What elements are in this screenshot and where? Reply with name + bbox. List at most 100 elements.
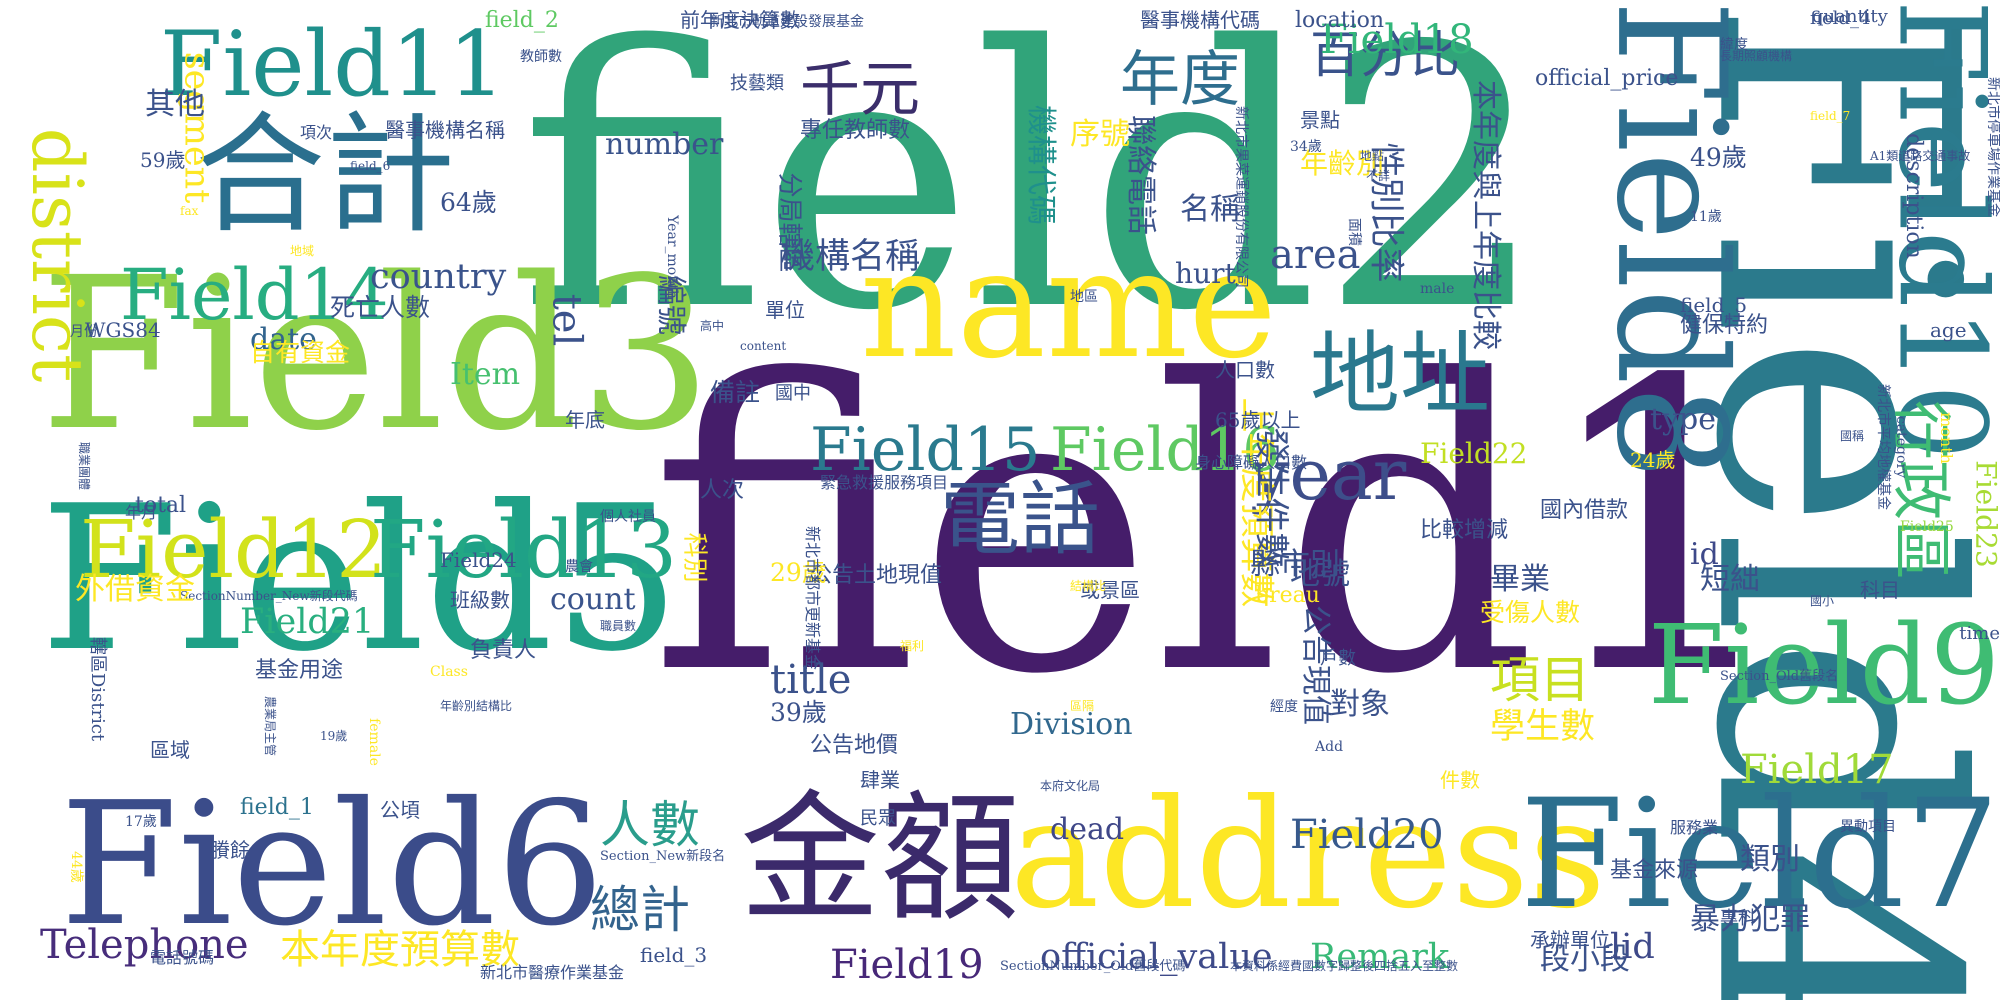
word-sectionnumber-new-85: SectionNumber_New新段代碼 [180,589,358,603]
word-cjk-109: 公告地價 [810,733,899,758]
word-cjk-95: 前年度決算數 [680,8,800,32]
word-location-61: location [1295,8,1385,33]
word-date-49: date [250,322,317,357]
word-cjk-125: 年底 [565,408,605,432]
word-field18-34: Field18 [1320,17,1474,63]
word-65-128: 65歲以上 [1215,408,1301,432]
word-cjk-124: 年齡別 [1300,147,1385,180]
word-sectionnumber-old-86: SectionNumber_Old舊段代碼 [1000,959,1186,974]
word-cjk-164: 身心障礙人口數 [1195,453,1308,472]
word-cjk-197: 職業團體 [77,441,92,491]
word-cjk-100: 死亡人數 [330,293,431,322]
word-cjk-108: 公告土地現值 [810,563,943,588]
word-cjk-171: 年月 [125,503,158,522]
word-cjk-189: 新北市停車場作業基金 [1985,77,2000,217]
word-breau-59: breau [1255,583,1320,608]
word-field2-0: field2 [520,0,1548,389]
word-cjk-170: 戶數 [1320,648,1356,669]
word-cjk-192: 長期照顧機構 [1720,49,1793,63]
word-field23-39: Field23 [1970,460,2000,568]
word-cjk-122: 編號 [653,275,688,335]
word-field-4-67: field_4 [1810,8,1871,29]
word-cjk-168: 民眾 [860,808,896,829]
word-cjk-154: 教師數 [520,49,562,65]
word-division-57: Division [1010,707,1133,742]
word-item-56: Item [450,357,521,392]
word-cjk-104: 縣市別 [1250,547,1340,582]
word-id-53: id [1690,537,1719,572]
word-male-77: male [1420,281,1455,297]
word-wgs84-71: WGS84 [85,318,161,342]
word-cjk-175: 科目 [1860,578,1900,602]
word-cjk-184: 電話號碼 [150,948,215,967]
word-cjk-29: 人數 [600,796,700,854]
word-cjk-187: 新北市醫療作業基金 [480,963,625,982]
word-field17-33: Field17 [1740,747,1894,793]
word-field11-14: Field11 [160,12,506,117]
word-17-135: 17歲 [125,814,157,830]
word-cjk-116: 基金來源 [1610,858,1699,883]
word-section-old-88: Section_Old舊段名 [1720,669,1839,684]
word-field6-6: Field6 [60,766,605,964]
word-female-78: female [365,718,382,766]
word-cjk-144: 科別 [680,532,710,583]
word-cjk-149: 單位 [765,298,805,322]
word-field9-13: Field9 [1647,601,2000,729]
word-cjk-143: 自有資金 [250,338,351,367]
word-cjk-31: 本年度預算數 [280,927,520,973]
word-cjk-155: 技藝類 [730,73,784,94]
word-field10-12: Field10 [1870,0,2000,461]
word-cjk-148: 肆業 [860,768,900,792]
word-cjk-141: 其他 [145,87,205,122]
word-39-132: 39歲 [770,698,827,727]
word-cjk-102: 暴力犯罪 [1690,902,1810,937]
word-official-price-60: official_price [1535,66,1679,91]
word-field-6-69: field_6 [350,159,391,173]
word-field19-35: Field19 [830,942,984,988]
word-29-133: 29歲 [770,558,827,587]
word-field5-4: Field5 [40,463,681,696]
word-cjk-153: 專任教師數 [800,118,911,143]
word-lid-54: lid [1610,927,1655,967]
word-cjk-159: 地點 [1360,149,1385,163]
word-cjk-181: 區隔 [1070,699,1095,713]
word-cjk-158: 或景區 [1080,578,1140,602]
word-cjk-103: 學生數 [1490,707,1596,747]
word-cjk-198: 地域 [290,244,315,258]
word-number-48: number [605,127,724,162]
word-cjk-117: 基金用途 [255,658,344,683]
word-cjk-142: 外借資金 [75,572,195,607]
word-cjk-24: 年度 [1120,45,1240,115]
word-year-19: year [1250,434,1407,516]
word-cjk-123: 分局轄區 [775,172,805,273]
word-cjk-194: 本府文化局 [1040,779,1101,793]
word-field15-22: Field15 [810,415,1041,485]
word-age-72: age [1930,318,1967,342]
word-name-5: name [860,218,1278,392]
word-telephone-32: Telephone [40,922,249,968]
word-cjk-165: 緊急救援服務項目 [820,473,949,492]
word-cjk-178: 異動項目 [1840,819,1896,835]
word-field20-36: Field20 [1290,812,1444,858]
word-type-52: type [1650,402,1716,437]
word-34-139: 34歲 [1290,139,1322,155]
word-64-129: 64歲 [440,188,497,217]
word-cjk-26: 百分比 [1310,26,1460,84]
word-cjk-90: 機構名稱 [780,237,921,277]
word-cjk-120: 名稱 [1180,192,1240,227]
word-cjk-114: 比較增減 [1420,518,1509,543]
word-field-7-70: field_7 [1810,109,1851,123]
word-cjk-111: 類別 [1740,842,1800,877]
word-country-46: country [370,257,507,297]
word-field22-38: Field22 [1420,437,1528,470]
word-cjk-105: 地號 [1290,557,1350,592]
word-address-7: address [1010,768,1606,942]
word-field13-17: Field13 [370,503,678,596]
word-tel-50: tel [543,293,590,347]
word-field21-37: Field21 [240,602,375,642]
word-cjk-162: 經度 [1270,699,1298,715]
word-a1-89: A1類道路交通事故 [1870,149,1971,163]
word-field25-41: Field25 [1900,519,1954,535]
word-remark-43: Remark [1310,937,1450,977]
